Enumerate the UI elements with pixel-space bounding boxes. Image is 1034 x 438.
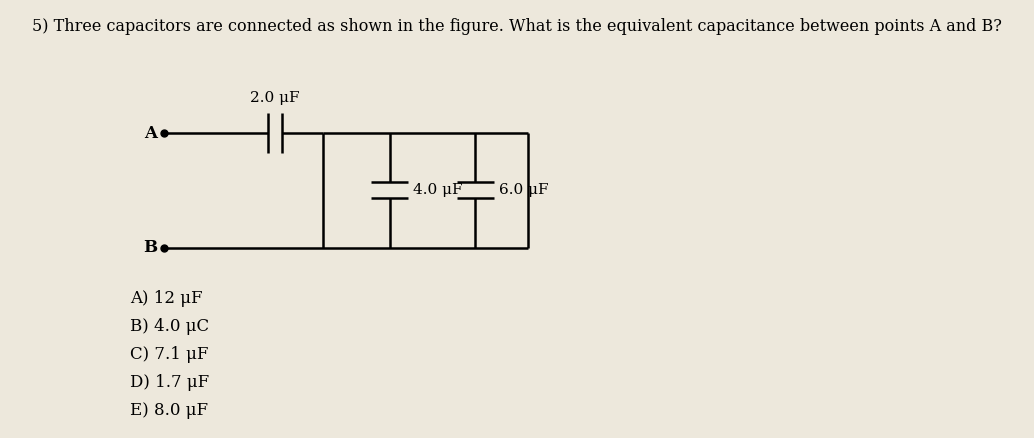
Text: 6.0 μF: 6.0 μF [498,183,548,197]
Text: A: A [144,124,157,141]
Text: E) 8.0 μF: E) 8.0 μF [130,402,209,419]
Text: 2.0 μF: 2.0 μF [250,91,300,105]
Text: B) 4.0 μC: B) 4.0 μC [130,318,210,335]
Text: A) 12 μF: A) 12 μF [130,290,203,307]
Text: B: B [143,240,157,257]
Text: D) 1.7 μF: D) 1.7 μF [130,374,210,391]
Text: 5) Three capacitors are connected as shown in the figure. What is the equivalent: 5) Three capacitors are connected as sho… [32,18,1002,35]
Text: C) 7.1 μF: C) 7.1 μF [130,346,209,363]
Text: 4.0 μF: 4.0 μF [414,183,462,197]
